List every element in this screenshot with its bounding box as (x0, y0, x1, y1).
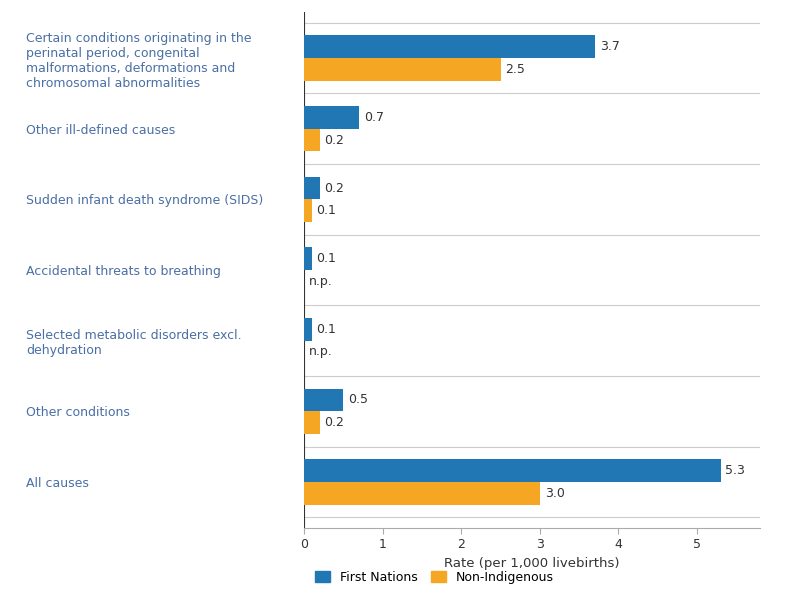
Legend: First Nations, Non-Indigenous: First Nations, Non-Indigenous (310, 566, 558, 589)
Bar (304, 482, 540, 505)
Text: 0.5: 0.5 (348, 394, 368, 406)
Bar (304, 318, 312, 341)
Text: 0.2: 0.2 (325, 134, 344, 146)
Text: 0.2: 0.2 (325, 182, 344, 194)
Bar (304, 106, 359, 129)
Text: 0.7: 0.7 (364, 111, 384, 124)
X-axis label: Rate (per 1,000 livebirths): Rate (per 1,000 livebirths) (444, 557, 620, 570)
Text: 0.1: 0.1 (317, 323, 337, 336)
Text: 3.7: 3.7 (600, 40, 619, 53)
Bar (304, 58, 501, 80)
Text: 0.1: 0.1 (317, 252, 337, 265)
Bar (304, 411, 320, 434)
Bar (304, 460, 721, 482)
Text: 3.0: 3.0 (545, 487, 565, 500)
Bar (304, 247, 312, 270)
Text: n.p.: n.p. (309, 346, 333, 358)
Bar (304, 129, 320, 151)
Text: 0.1: 0.1 (317, 204, 337, 217)
Text: 5.3: 5.3 (726, 464, 746, 477)
Bar (304, 177, 320, 199)
Text: 2.5: 2.5 (506, 63, 525, 76)
Bar (304, 35, 595, 58)
Bar (304, 199, 312, 222)
Bar (304, 389, 343, 411)
Text: n.p.: n.p. (309, 275, 333, 288)
Text: 0.2: 0.2 (325, 416, 344, 429)
